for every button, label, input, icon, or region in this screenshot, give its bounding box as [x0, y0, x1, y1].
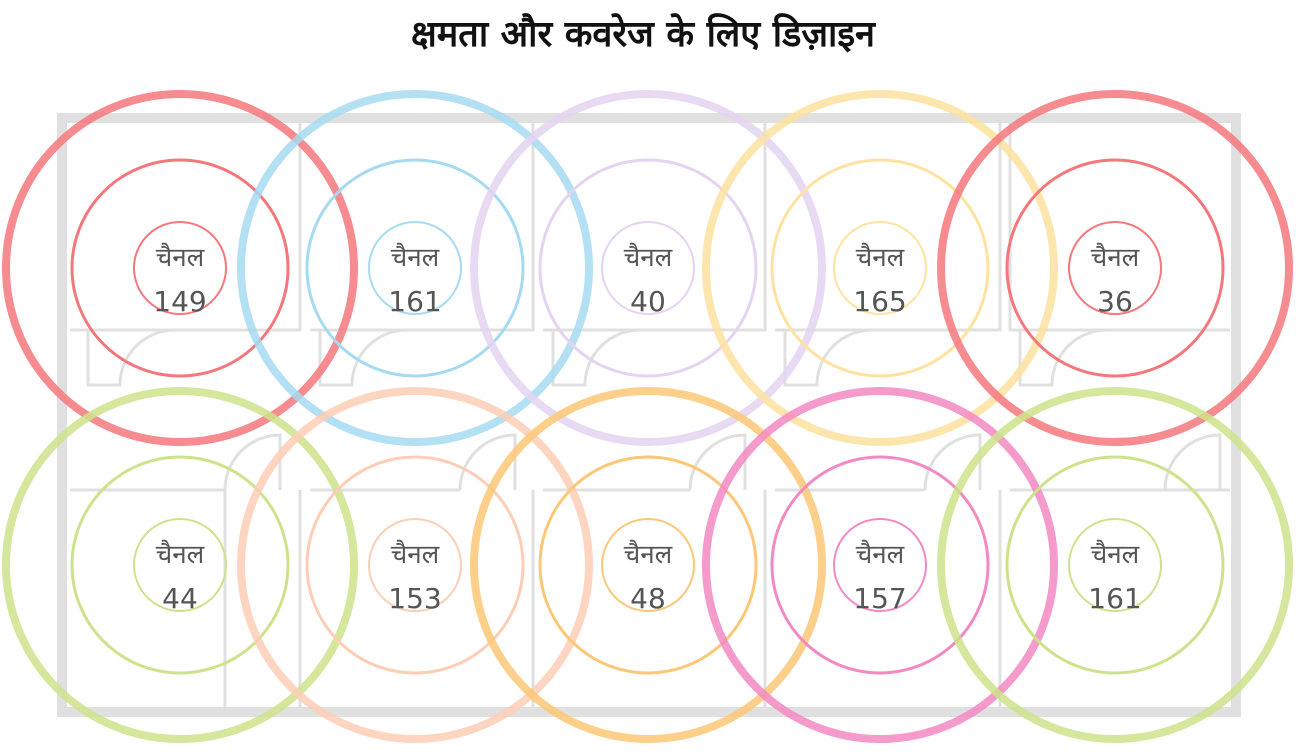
channel-label: चैनल: [856, 242, 905, 273]
channel-label: चैनल: [624, 539, 673, 570]
channel-label: चैनल: [156, 539, 205, 570]
coverage-outer: [2, 387, 358, 743]
coverage-outer: [237, 387, 593, 743]
channel-number: 153: [388, 582, 441, 615]
access-point: [1068, 518, 1162, 612]
channel-number: 161: [388, 285, 441, 318]
coverage-middle: [538, 158, 758, 378]
channel-number: 149: [153, 285, 206, 318]
coverage-middle: [305, 158, 525, 378]
coverage-outer: [937, 90, 1293, 446]
access-point: [368, 518, 462, 612]
access-point: [601, 221, 695, 315]
coverage-outer: [470, 387, 826, 743]
coverage-middle: [70, 158, 290, 378]
channel-number: 40: [630, 285, 666, 318]
floor-plan: [57, 113, 1241, 717]
coverage-outer: [237, 90, 593, 446]
channel-label: चैनल: [1091, 242, 1140, 273]
coverage-outer: [2, 90, 358, 446]
coverage-middle: [770, 158, 990, 378]
coverage-middle: [538, 455, 758, 675]
coverage-middle: [305, 455, 525, 675]
channel-label: चैनल: [1091, 539, 1140, 570]
coverage-middle: [1005, 158, 1225, 378]
channel-number: 36: [1097, 285, 1133, 318]
title: क्षमता और कवरेज के लिए डिज़ाइन: [411, 13, 877, 55]
channel-number: 165: [853, 285, 906, 318]
coverage-outer: [702, 387, 1058, 743]
channel-label: चैनल: [156, 242, 205, 273]
coverage-outer: [937, 387, 1293, 743]
channel-label: चैनल: [391, 539, 440, 570]
channel-label: चैनल: [624, 242, 673, 273]
access-point: [368, 221, 462, 315]
coverage-middle: [770, 455, 990, 675]
access-point: [601, 518, 695, 612]
channel-number: 44: [162, 582, 198, 615]
channel-number: 48: [630, 582, 666, 615]
access-point: [833, 518, 927, 612]
channel-number: 157: [853, 582, 906, 615]
access-point: [833, 221, 927, 315]
access-point: [133, 518, 227, 612]
coverage-middle: [70, 455, 290, 675]
coverage-middle: [1005, 455, 1225, 675]
channel-label: चैनल: [391, 242, 440, 273]
channel-label: चैनल: [856, 539, 905, 570]
access-point: [1068, 221, 1162, 315]
access-point: [133, 221, 227, 315]
access-points: चैनल 149 चैनल 161 चैनल 40 चैनल 165 चैनल 36 चैनल 44 च…: [2, 90, 1293, 743]
channel-number: 161: [1088, 582, 1141, 615]
coverage-outer: [470, 90, 826, 446]
coverage-outer: [702, 90, 1058, 446]
